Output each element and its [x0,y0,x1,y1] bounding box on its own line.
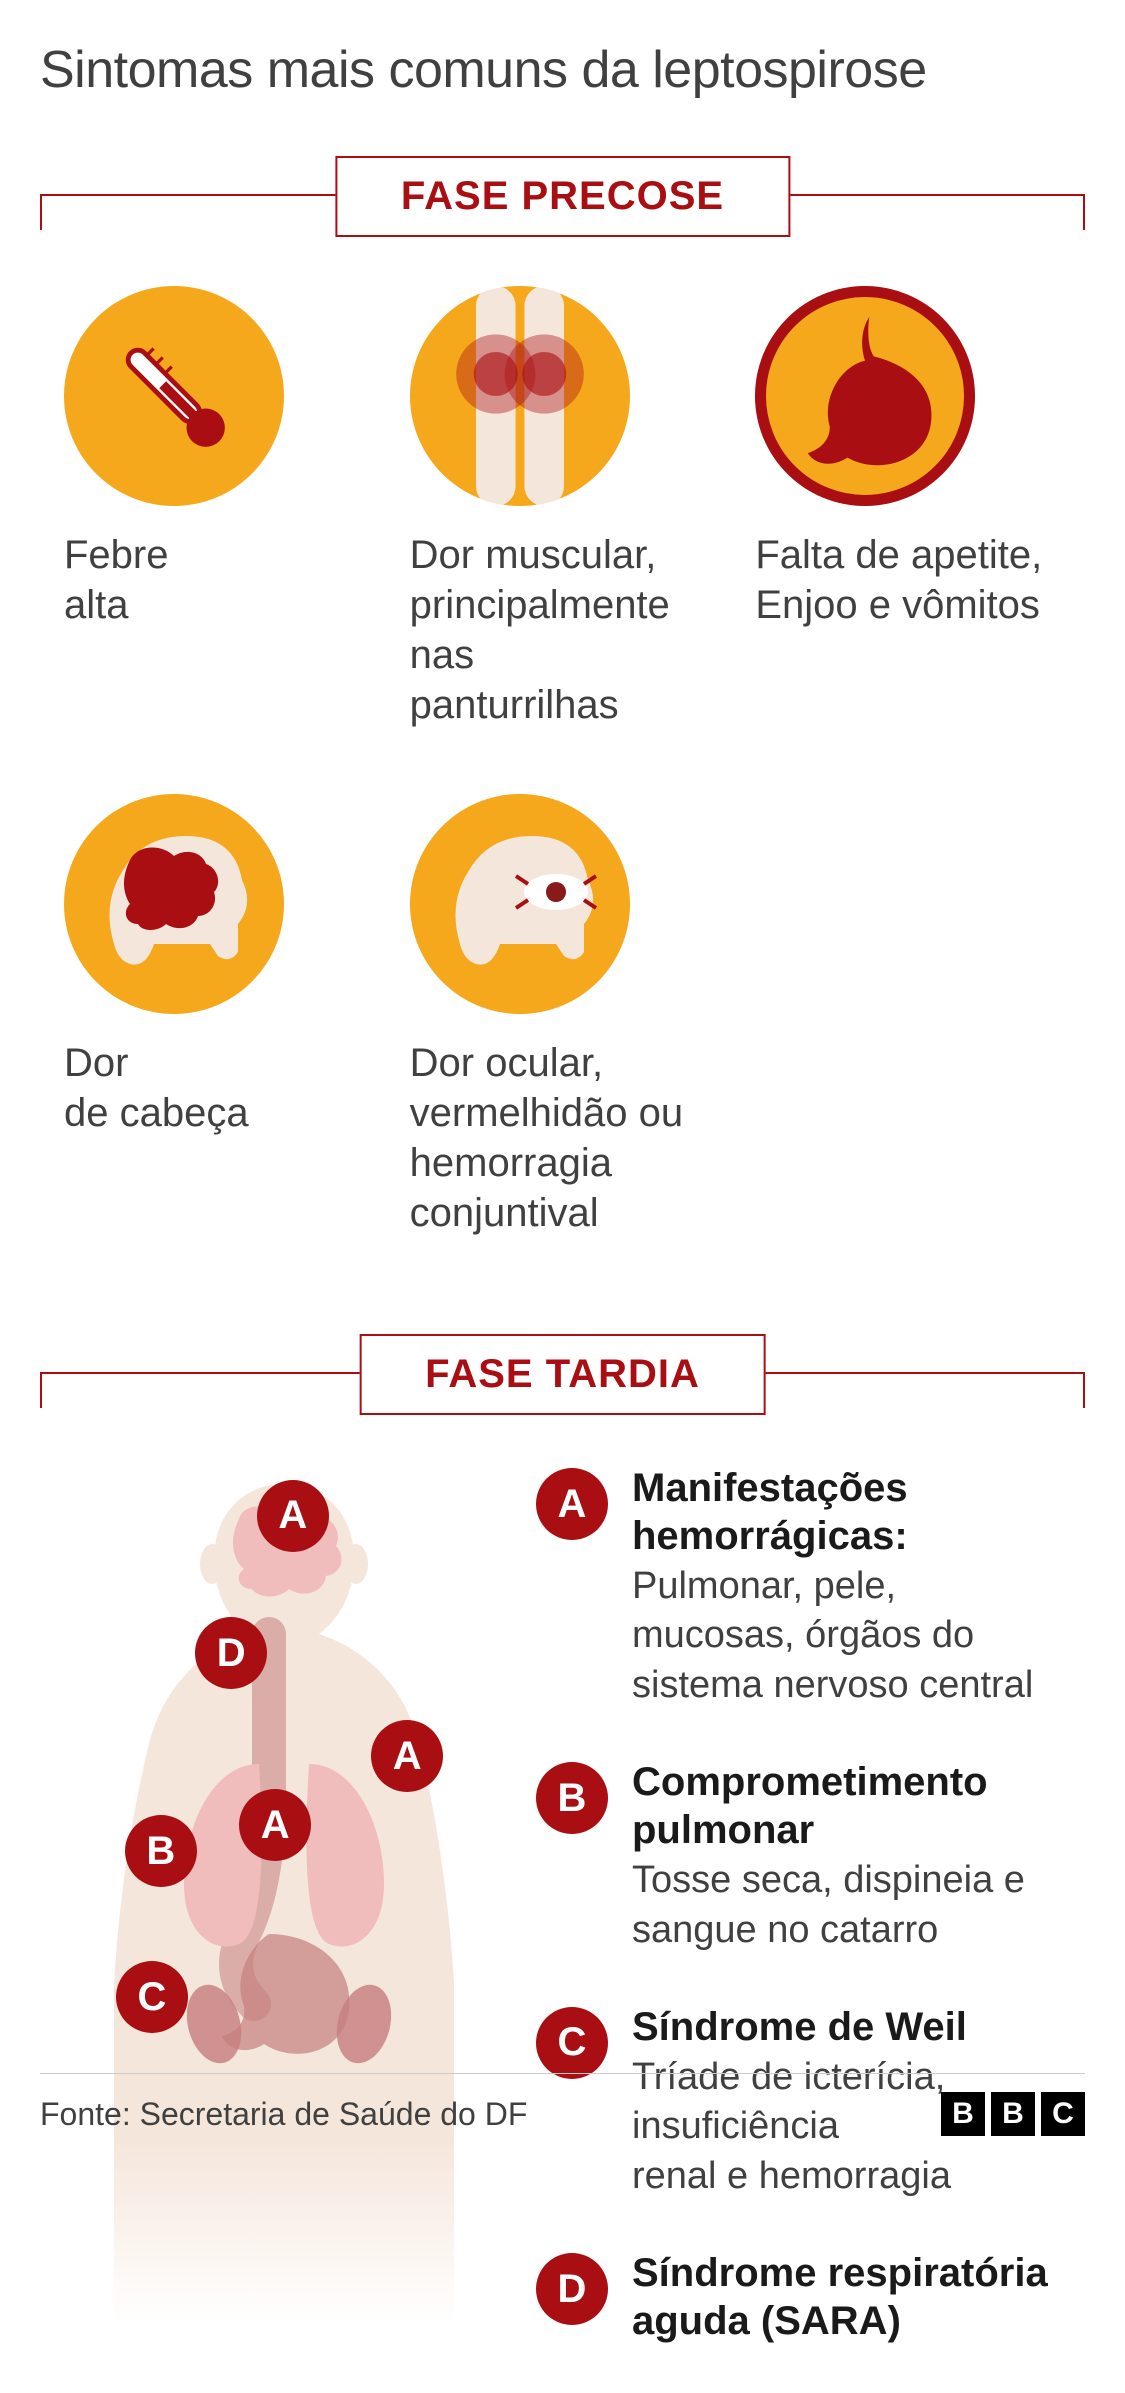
legend-heading: Síndrome de Weil [632,2003,1061,2051]
thermometer-icon [64,286,284,506]
phase2-content: ADAABC AManifestaçõeshemorrágicas:Pulmon… [40,1464,1085,2393]
phase2-legend: A Manifestaçõeshemorrágicas:Pulmonar, pel… [536,1464,1061,2393]
phase2-label-box: FASE TARDIA [359,1334,766,1415]
brain-icon [64,794,284,1014]
bbc-logo-block: C [1041,2092,1085,2136]
body-marker: A [257,1480,329,1552]
phase1-label: FASE PRECOSE [401,174,724,218]
symptom-label: Dor muscular,principalmente naspanturril… [410,530,716,730]
legend-row: A Manifestaçõeshemorrágicas:Pulmonar, pel… [536,1464,1061,1710]
symptom-label: Dorde cabeça [64,1038,249,1138]
bbc-logo: BBC [941,2092,1085,2136]
legend-text: Manifestaçõeshemorrágicas:Pulmonar, pele… [632,1464,1061,1710]
legend-row: D Síndrome respiratóriaaguda (SARA) [536,2249,1061,2345]
phase2-bracket-tick-right [1083,1372,1085,1408]
phase1-bracket-tick-right [1083,194,1085,230]
phase2-bracket-tick-left [40,1372,42,1408]
page-title: Sintomas mais comuns da leptospirose [40,40,1085,100]
phase1-grid: Febrealta Dor muscular,principalmente na… [40,286,1085,1238]
legend-heading: Síndrome respiratóriaaguda (SARA) [632,2249,1061,2345]
legend-text: ComprometimentopulmonarTosse seca, dispi… [632,1758,1061,1955]
eye-icon [410,794,630,1014]
legend-heading: Manifestaçõeshemorrágicas: [632,1464,1061,1560]
body-marker: B [125,1815,197,1887]
phase2-header: FASE TARDIA [40,1334,1085,1424]
phase1-bracket-tick-left [40,194,42,230]
infographic-page: Sintomas mais comuns da leptospirose FAS… [0,0,1125,2160]
body-diagram: ADAABC [64,1464,504,2324]
symptom-cell: Febrealta [64,286,370,730]
legend-heading: Comprometimentopulmonar [632,1758,1061,1854]
bbc-logo-block: B [991,2092,1035,2136]
symptom-cell: Dorde cabeça [64,794,370,1238]
bbc-logo-block: B [941,2092,985,2136]
legend-row: B ComprometimentopulmonarTosse seca, disp… [536,1758,1061,1955]
body-marker: D [195,1617,267,1689]
symptom-label: Dor ocular,vermelhidão ouhemorragia conj… [410,1038,716,1238]
symptom-label: Falta de apetite,Enjoo e vômitos [755,530,1042,630]
symptom-cell: Falta de apetite,Enjoo e vômitos [755,286,1061,730]
symptom-cell: Dor muscular,principalmente naspanturril… [410,286,716,730]
legend-text: Síndrome respiratóriaaguda (SARA) [632,2249,1061,2345]
body-marker: C [116,1961,188,2033]
legend-sub: Pulmonar, pele,mucosas, órgãos dosistema… [632,1562,1061,1710]
legend-letter: A [536,1468,608,1540]
phase1-header: FASE PRECOSE [40,156,1085,246]
phase1-label-box: FASE PRECOSE [335,156,790,237]
legend-letter: C [536,2007,608,2079]
legend-sub: Tosse seca, dispineia esangue no catarro [632,1856,1061,1955]
phase2-label: FASE TARDIA [425,1352,700,1396]
symptom-label: Febrealta [64,530,169,630]
legend-letter: B [536,1762,608,1834]
stomach-icon [755,286,975,506]
symptom-cell: Dor ocular,vermelhidão ouhemorragia conj… [410,794,716,1238]
body-marker: A [239,1789,311,1861]
footer-source: Fonte: Secretaria de Saúde do DF [40,2096,527,2133]
legs-icon [410,286,630,506]
footer: Fonte: Secretaria de Saúde do DF BBC [40,2073,1085,2136]
legend-letter: D [536,2253,608,2325]
